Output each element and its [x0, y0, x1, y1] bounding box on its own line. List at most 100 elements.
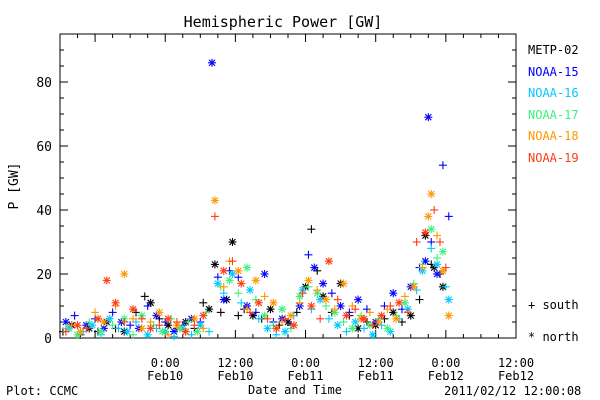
- data-point: [260, 292, 269, 301]
- data-point: [310, 263, 319, 272]
- data-point: [295, 298, 304, 307]
- data-point: [403, 308, 412, 317]
- data-point: [383, 324, 392, 333]
- data-point: [433, 254, 442, 262]
- x-tick-time-label: 0:00: [151, 356, 180, 370]
- data-point: [441, 282, 450, 291]
- data-point: [181, 327, 190, 336]
- data-point: [392, 314, 401, 323]
- data-point: [96, 327, 105, 336]
- data-point: [146, 298, 155, 307]
- data-point: [313, 286, 322, 294]
- data-point: [424, 113, 433, 122]
- data-point: [351, 318, 360, 326]
- plot-label: Plot: CCMC: [6, 384, 79, 398]
- data-point: [155, 308, 164, 317]
- data-point: [111, 298, 120, 307]
- data-point: [114, 324, 123, 333]
- data-point: [143, 302, 152, 310]
- data-point: [348, 324, 357, 333]
- data-point: [298, 289, 307, 298]
- data-point: [307, 225, 316, 234]
- data-point: [324, 314, 333, 323]
- data-point: [427, 190, 436, 198]
- data-point: [210, 196, 219, 205]
- data-point: [170, 332, 178, 341]
- data-point: [339, 318, 348, 326]
- data-point: [304, 250, 313, 259]
- data-point: [123, 327, 132, 336]
- data-point: [243, 263, 252, 272]
- x-tick-date-label: Feb11: [287, 369, 323, 383]
- data-point: [444, 212, 453, 221]
- data-point: [441, 263, 450, 272]
- legend-entry: NOAA-18: [528, 129, 579, 144]
- data-point: [351, 305, 360, 314]
- data-point: [164, 314, 173, 323]
- data-point: [140, 292, 149, 301]
- data-point: [102, 276, 111, 285]
- data-point: [272, 324, 281, 333]
- data-point: [438, 161, 447, 170]
- data-point: [304, 276, 313, 285]
- legend-entry: NOAA-19: [528, 150, 579, 165]
- data-point: [199, 311, 208, 320]
- x-tick-time-label: 12:00: [217, 356, 253, 370]
- data-points: [58, 58, 453, 341]
- data-point: [234, 266, 243, 275]
- data-point: [415, 295, 424, 304]
- data-point: [164, 330, 173, 339]
- data-point: [155, 321, 164, 330]
- y-tick-label: 40: [36, 204, 52, 219]
- data-point: [412, 238, 421, 246]
- y-tick-label: 20: [36, 268, 52, 283]
- x-tick-date-label: Feb10: [147, 369, 183, 383]
- data-point: [61, 327, 70, 336]
- data-point: [333, 295, 342, 304]
- legend-entry: NOAA-17: [528, 107, 579, 122]
- data-point: [82, 324, 91, 333]
- data-point: [129, 314, 138, 323]
- data-point: [190, 314, 199, 323]
- data-point: [286, 311, 295, 320]
- data-point: [278, 305, 287, 314]
- data-point: [322, 295, 330, 304]
- data-point: [237, 279, 246, 288]
- data-point: [281, 327, 290, 336]
- data-point: [199, 298, 208, 307]
- data-point: [251, 276, 260, 285]
- data-point: [246, 286, 254, 294]
- data-point: [137, 314, 146, 323]
- data-point: [228, 238, 237, 246]
- data-point: [433, 231, 442, 240]
- chart-title: Hemispheric Power [GW]: [184, 13, 383, 31]
- data-point: [76, 327, 85, 336]
- data-point: [368, 330, 377, 339]
- data-point: [219, 282, 228, 291]
- data-point: [143, 330, 152, 339]
- data-point: [336, 302, 345, 310]
- timestamp: 2011/02/12 12:00:08: [444, 384, 582, 398]
- data-point: [246, 308, 254, 317]
- data-point: [120, 318, 129, 326]
- data-point: [316, 295, 325, 304]
- data-point: [105, 314, 114, 323]
- data-point: [433, 260, 442, 269]
- x-tick-time-label: 0:00: [431, 356, 460, 370]
- data-point: [234, 311, 243, 320]
- data-point: [360, 314, 368, 323]
- data-point: [108, 308, 117, 317]
- x-tick-date-label: Feb10: [217, 369, 253, 383]
- x-tick-date-label: Feb12: [428, 369, 464, 383]
- data-point: [436, 238, 444, 246]
- data-point: [73, 321, 82, 330]
- data-point: [389, 289, 398, 298]
- legend-entry: NOAA-15: [528, 64, 579, 79]
- data-point: [368, 321, 377, 330]
- data-point: [219, 266, 228, 275]
- data-point: [269, 298, 278, 307]
- data-point: [330, 305, 339, 314]
- data-point: [354, 295, 363, 304]
- data-point: [228, 257, 237, 266]
- data-point: [137, 324, 146, 333]
